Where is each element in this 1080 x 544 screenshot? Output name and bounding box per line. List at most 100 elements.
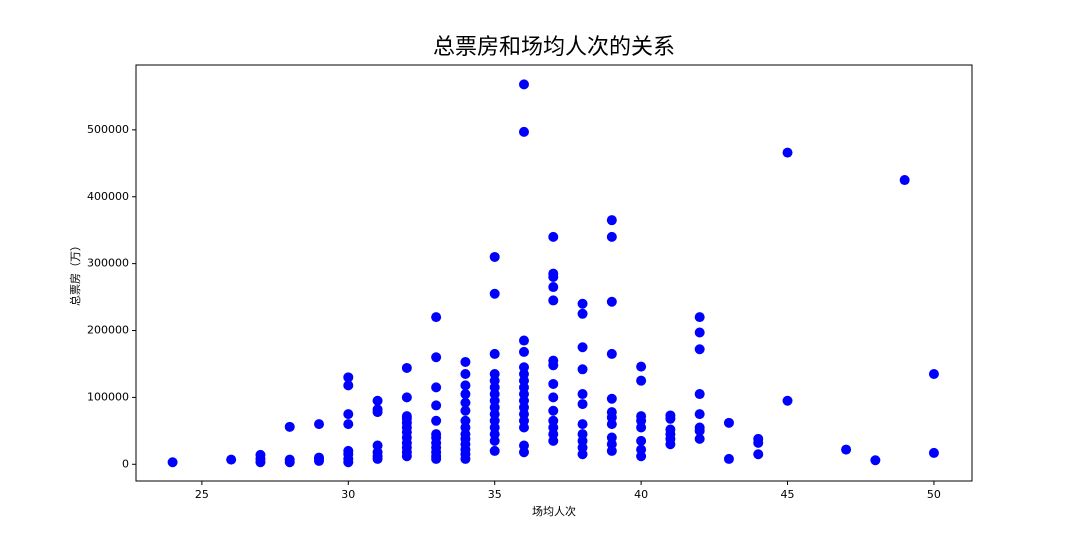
point [431, 400, 442, 411]
point [753, 433, 764, 444]
point [723, 453, 734, 464]
point [226, 454, 237, 465]
point [548, 295, 559, 306]
point [899, 175, 910, 186]
point [518, 362, 529, 373]
point [577, 389, 588, 400]
point [782, 147, 793, 158]
point [372, 404, 383, 415]
point [431, 382, 442, 393]
point [694, 312, 705, 323]
point [372, 395, 383, 406]
point [694, 409, 705, 420]
point [636, 435, 647, 446]
point [518, 79, 529, 90]
point [460, 397, 471, 408]
point [489, 348, 500, 359]
point [548, 231, 559, 242]
point [577, 419, 588, 430]
y-tick-label: 100000 [87, 390, 129, 403]
x-tick-label: 30 [341, 488, 355, 501]
point [636, 375, 647, 386]
point [431, 312, 442, 323]
point [431, 352, 442, 363]
point [372, 440, 383, 451]
y-tick-label: 500000 [87, 123, 129, 136]
point [431, 415, 442, 426]
point [577, 342, 588, 353]
point [577, 399, 588, 410]
point [606, 393, 617, 404]
point [518, 346, 529, 357]
point [606, 348, 617, 359]
y-tick-label: 300000 [87, 257, 129, 270]
point [694, 422, 705, 433]
x-tick-label: 40 [634, 488, 648, 501]
point [694, 389, 705, 400]
x-tick-label: 25 [195, 488, 209, 501]
point [694, 327, 705, 338]
point [518, 440, 529, 451]
point [489, 288, 500, 299]
y-tick-label: 200000 [87, 324, 129, 337]
point [753, 449, 764, 460]
point [723, 417, 734, 428]
point [577, 429, 588, 440]
x-tick-label: 50 [927, 488, 941, 501]
point [548, 355, 559, 366]
point [489, 251, 500, 262]
point [636, 444, 647, 455]
point [694, 433, 705, 444]
point [636, 361, 647, 372]
point [636, 411, 647, 422]
point [489, 368, 500, 379]
point [343, 445, 354, 456]
point [606, 407, 617, 418]
point [343, 409, 354, 420]
point [460, 389, 471, 400]
point [314, 452, 325, 463]
x-tick-label: 45 [781, 488, 795, 501]
point [401, 411, 412, 422]
point [343, 419, 354, 430]
point [694, 344, 705, 355]
point [460, 415, 471, 426]
point [401, 362, 412, 373]
point [518, 335, 529, 346]
point [870, 455, 881, 466]
point [606, 296, 617, 307]
x-tick-label: 35 [488, 488, 502, 501]
point [665, 424, 676, 435]
point [606, 231, 617, 242]
point [548, 379, 559, 390]
point [284, 421, 295, 432]
point [606, 215, 617, 226]
y-tick-label: 400000 [87, 190, 129, 203]
point [284, 454, 295, 465]
point [460, 356, 471, 367]
point [167, 457, 178, 468]
point [431, 429, 442, 440]
x-axis-label: 场均人次 [532, 504, 576, 518]
point [782, 395, 793, 406]
point [548, 282, 559, 293]
point [343, 372, 354, 383]
point [928, 447, 939, 458]
point [401, 392, 412, 403]
point [548, 392, 559, 403]
plot-frame [135, 64, 973, 482]
point [577, 308, 588, 319]
point [255, 449, 266, 460]
point [460, 405, 471, 416]
point [606, 432, 617, 443]
point [518, 126, 529, 137]
point [460, 368, 471, 379]
chart-title: 总票房和场均人次的关系 [433, 35, 675, 60]
point [577, 364, 588, 375]
point [665, 410, 676, 421]
point [928, 368, 939, 379]
point [314, 419, 325, 430]
point [548, 405, 559, 416]
y-tick-label: 0 [122, 457, 129, 470]
